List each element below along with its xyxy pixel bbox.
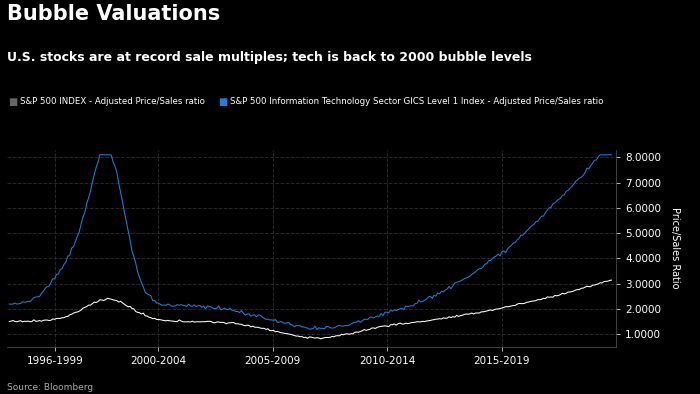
Text: Source: Bloomberg: Source: Bloomberg <box>7 383 93 392</box>
Text: ■: ■ <box>8 97 18 106</box>
Text: ■: ■ <box>218 97 228 106</box>
Text: U.S. stocks are at record sale multiples; tech is back to 2000 bubble levels: U.S. stocks are at record sale multiples… <box>7 51 532 64</box>
Text: S&P 500 Information Technology Sector GICS Level 1 Index - Adjusted Price/Sales : S&P 500 Information Technology Sector GI… <box>230 97 603 106</box>
Y-axis label: Price/Sales Ratio: Price/Sales Ratio <box>671 208 680 289</box>
Text: S&P 500 INDEX - Adjusted Price/Sales ratio: S&P 500 INDEX - Adjusted Price/Sales rat… <box>20 97 204 106</box>
Text: Bubble Valuations: Bubble Valuations <box>7 4 220 24</box>
